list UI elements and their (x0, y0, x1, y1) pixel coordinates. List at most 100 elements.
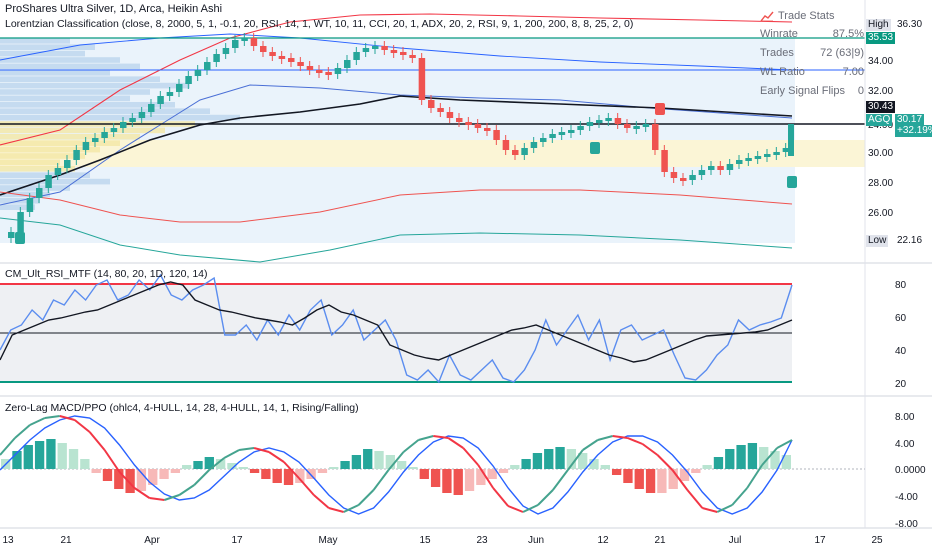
hist-positive-bar (532, 453, 543, 469)
bull-candle (17, 212, 24, 232)
hist-positive-bar (363, 449, 373, 469)
hist-positive-bar (600, 465, 610, 469)
macd-histogram (1, 439, 791, 495)
bear-candle (278, 56, 286, 59)
macd-rising-segment (597, 435, 613, 441)
hist-positive-bar (68, 449, 79, 469)
hist-negative-bar (306, 469, 316, 479)
hist-negative-bar (453, 469, 463, 495)
rsi-pane[interactable] (0, 273, 793, 384)
bear-candle (316, 70, 323, 73)
hist-negative-bar (283, 469, 294, 485)
bull-candle (64, 160, 71, 168)
rsi-axis[interactable]: 80 60 40 20 (895, 280, 907, 390)
bull-candle (8, 232, 15, 238)
trend-chart-icon (760, 11, 774, 21)
last-price-tag: 30.17 (895, 114, 925, 126)
bull-candle (726, 164, 734, 170)
macd-tick: -8.00 (895, 519, 918, 530)
bull-candle (586, 122, 594, 126)
bull-candle (773, 152, 780, 155)
time-label: 21 (654, 535, 666, 546)
upper-red-band (0, 13, 793, 146)
up-arrow-badge-icon (787, 176, 797, 188)
level-30-tag: 30.43 (866, 101, 896, 113)
stats-value: 87.5% (832, 28, 864, 40)
symbol-title: ProShares Ultra Silver, 1D, Arca, Heikin… (5, 3, 223, 15)
hist-positive-bar (34, 441, 45, 469)
hist-negative-bar (125, 469, 135, 493)
hist-positive-bar (80, 459, 90, 469)
macd-falling-segment (477, 464, 494, 489)
profile-bar (0, 82, 190, 89)
bull-candle (92, 138, 99, 142)
hist-negative-bar (148, 469, 158, 485)
bear-candle (456, 118, 463, 122)
macd-falling-segment (59, 415, 75, 421)
macd-falling-segment (507, 505, 524, 513)
rsi-indicator-title[interactable]: CM_Ult_RSI_MTF (14, 80, 20, 1D, 120, 14) (5, 268, 208, 280)
bear-candle (260, 46, 267, 52)
stats-row-winrate: Winrate 87.5% (760, 25, 864, 44)
hist-positive-bar (182, 465, 192, 469)
macd-axis[interactable]: 8.00 4.00 0.0000 -4.00 -8.00 (895, 412, 926, 530)
time-label: Jul (729, 535, 742, 546)
bull-candle (82, 142, 90, 150)
bull-candle (754, 156, 762, 159)
profile-bar (0, 166, 75, 172)
profile-bar (0, 89, 150, 95)
low-value: 22.16 (897, 235, 923, 246)
time-label: 21 (60, 535, 72, 546)
hist-negative-bar (261, 469, 271, 479)
bull-candle (788, 124, 794, 156)
price-pane[interactable] (0, 13, 865, 263)
high-value: 36.30 (897, 19, 923, 30)
macd-line (0, 415, 793, 513)
bull-candle (530, 142, 538, 148)
macd-rising-segment (387, 451, 405, 471)
macd-falling-segment (627, 437, 643, 445)
hist-negative-bar (645, 469, 656, 493)
stats-value: 0 (857, 85, 864, 97)
stats-label: Early Signal Flips (760, 85, 845, 97)
macd-tick: 8.00 (895, 412, 915, 423)
volume-profile (0, 38, 240, 210)
bull-candle (232, 40, 239, 48)
bull-candle (45, 175, 52, 188)
stats-row-early-flips: Early Signal Flips 0 (760, 82, 864, 101)
envelope-bands (0, 13, 793, 263)
macd-rising-segment (567, 449, 584, 471)
hist-positive-bar (781, 455, 791, 469)
bull-candle (204, 62, 211, 70)
change-pct-tag: +32.19% (895, 125, 932, 137)
macd-rising-segment (761, 447, 778, 466)
indicator-title[interactable]: Lorentzian Classification (close, 8, 200… (5, 18, 634, 30)
time-axis[interactable]: 13 21 Apr 17 May 15 23 Jun 12 21 Jul 17 25 (2, 535, 883, 546)
bear-candle (624, 124, 631, 128)
stats-row-wl-ratio: WL Ratio 7.00 (760, 63, 864, 82)
profile-bar (0, 38, 70, 44)
bull-candle (708, 166, 715, 170)
profile-bar (0, 114, 240, 121)
hist-negative-bar (249, 469, 260, 473)
hist-negative-bar (102, 469, 113, 481)
macd-indicator-title[interactable]: Zero-Lag MACD/PPO (ohlc4, 4-HULL, 14, 28… (5, 402, 359, 414)
bull-candle (521, 148, 528, 155)
stats-label: Trades (760, 47, 794, 59)
macd-pane[interactable] (0, 415, 865, 515)
price-axis[interactable]: 34.00 32.00 30.00 28.00 26.00 24.00 (868, 56, 893, 219)
macd-falling-segment (686, 489, 704, 509)
bear-candle (306, 66, 314, 70)
macd-rising-segment (357, 489, 375, 506)
time-label: 15 (419, 535, 431, 546)
rsi-tick: 40 (895, 346, 907, 357)
profile-bar (0, 44, 95, 50)
low-label: Low (866, 235, 889, 247)
hist-positive-bar (578, 453, 588, 469)
bull-candle (689, 175, 696, 180)
bull-candle (110, 128, 118, 132)
bear-candle (670, 172, 678, 178)
bull-candle (764, 154, 771, 157)
bull-candle (782, 148, 790, 152)
